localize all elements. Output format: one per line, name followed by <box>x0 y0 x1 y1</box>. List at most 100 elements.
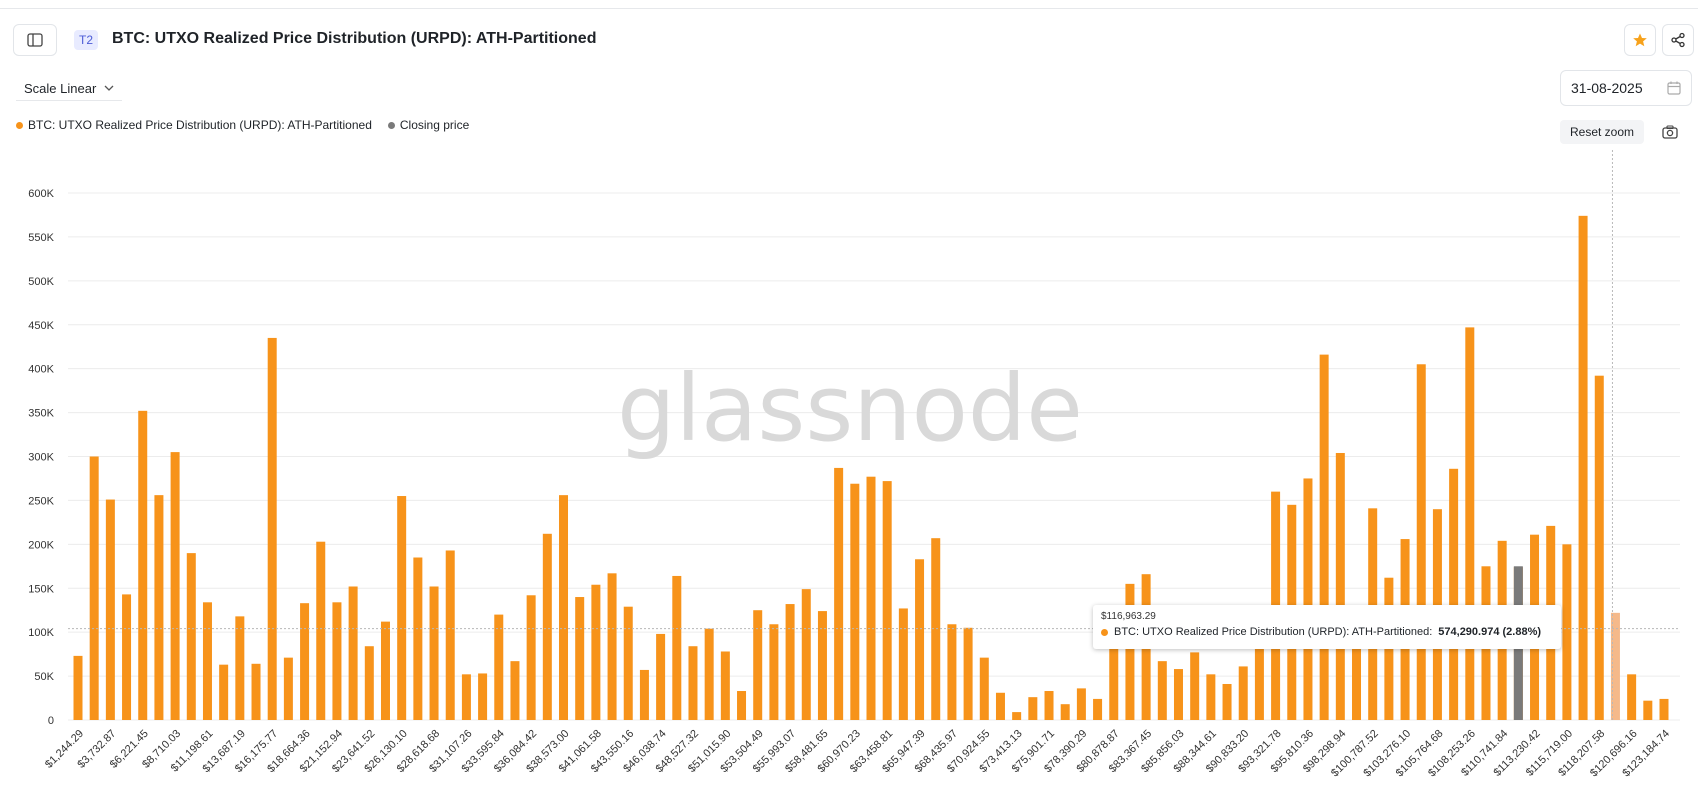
y-tick-label: 600K <box>28 188 54 200</box>
bar <box>510 661 520 720</box>
bar <box>1335 452 1345 720</box>
bar <box>478 673 488 720</box>
bar <box>704 628 714 720</box>
date-field[interactable]: 31-08-2025 <box>1560 70 1692 106</box>
favorite-button[interactable] <box>1624 24 1656 56</box>
bar <box>559 495 569 720</box>
camera-icon <box>1662 125 1678 139</box>
bar <box>1109 642 1119 720</box>
bar <box>656 633 666 720</box>
bar <box>170 452 180 720</box>
bar <box>122 594 132 720</box>
bar <box>154 495 164 720</box>
bar <box>866 476 876 720</box>
bar <box>850 483 860 720</box>
bar <box>915 559 925 720</box>
tooltip-value: 574,290.974 (2.88%) <box>1438 626 1542 638</box>
bar <box>445 550 455 720</box>
bar <box>672 575 682 720</box>
bar <box>1352 632 1362 720</box>
bar <box>834 467 844 720</box>
bar <box>429 586 439 720</box>
bar <box>963 627 973 720</box>
y-axis: 0 50K 100K 150K 200K 250K 300K 350K 400K 450K 500K… <box>28 188 54 727</box>
bar <box>1627 674 1637 720</box>
bar <box>785 604 795 720</box>
y-tick-label: 50K <box>34 671 54 683</box>
bar <box>639 669 649 720</box>
bar <box>542 533 552 720</box>
chevron-down-icon <box>104 85 114 91</box>
bar <box>219 664 229 720</box>
bar <box>947 624 957 720</box>
bar <box>575 597 585 720</box>
bar <box>413 557 423 720</box>
legend-item-closing-price[interactable]: Closing price <box>387 118 470 132</box>
bar <box>737 691 747 720</box>
bar <box>591 584 601 720</box>
star-icon <box>1633 33 1647 47</box>
bar <box>1659 698 1669 720</box>
legend-label-closing-price: Closing price <box>399 118 470 132</box>
chart-tooltip: $116,963.29 BTC: UTXO Realized Price Dis… <box>1093 605 1561 649</box>
bar <box>1562 544 1572 720</box>
bar <box>348 586 358 720</box>
bar <box>202 602 212 720</box>
bar <box>979 657 989 720</box>
bar <box>931 538 941 720</box>
y-tick-label: 250K <box>28 495 54 507</box>
bar <box>882 481 892 720</box>
bar <box>283 657 293 720</box>
legend-label-urpd: BTC: UTXO Realized Price Distribution (U… <box>28 118 372 132</box>
scale-label: Scale Linear <box>24 80 97 96</box>
bar <box>1594 375 1604 720</box>
share-button[interactable] <box>1662 24 1694 56</box>
bar <box>251 663 261 720</box>
scale-select[interactable]: Scale Linear <box>16 76 123 101</box>
y-tick-label: 200K <box>28 539 54 551</box>
watermark: glassnode <box>617 355 1083 462</box>
tier-badge: T2 <box>74 30 98 50</box>
tooltip-date: $116,963.29 <box>1101 611 1156 622</box>
bar <box>1044 691 1054 720</box>
tooltip-row: BTC: UTXO Realized Price Distribution (U… <box>1101 626 1553 638</box>
y-tick-label: 550K <box>28 232 54 244</box>
bar <box>817 611 827 720</box>
tooltip-series: BTC: UTXO Realized Price Distribution (U… <box>1114 626 1433 638</box>
bar <box>105 499 115 720</box>
bar <box>1238 666 1248 720</box>
bar <box>316 541 326 720</box>
bar <box>397 496 407 720</box>
bar <box>898 608 908 720</box>
y-tick-label: 450K <box>28 320 54 332</box>
chart-header: T2 BTC: UTXO Realized Price Distribution… <box>0 22 1698 58</box>
sidebar-toggle-button[interactable] <box>13 24 57 56</box>
bar <box>1206 674 1216 720</box>
bar <box>1060 704 1070 720</box>
bar <box>380 621 390 720</box>
bar <box>688 646 698 720</box>
bar <box>332 602 342 720</box>
bar <box>753 610 763 720</box>
share-icon <box>1671 32 1685 48</box>
crosshair-overlay <box>68 150 1680 720</box>
reset-zoom-button[interactable]: Reset zoom <box>1560 120 1644 144</box>
y-tick-label: 0 <box>48 715 54 727</box>
bar <box>1303 478 1313 720</box>
bar <box>1416 364 1426 720</box>
bar <box>769 624 779 720</box>
page-title: BTC: UTXO Realized Price Distribution (U… <box>112 30 597 47</box>
tooltip-dot <box>1101 628 1108 636</box>
bar <box>73 655 83 720</box>
bar <box>995 692 1005 720</box>
y-tick-label: 400K <box>28 364 54 376</box>
bar <box>1449 468 1459 720</box>
bar <box>364 646 374 720</box>
legend-dot-urpd <box>16 121 23 129</box>
bar <box>1076 688 1086 720</box>
bar <box>1012 712 1022 720</box>
bar <box>1093 698 1103 720</box>
legend-item-urpd[interactable]: BTC: UTXO Realized Price Distribution (U… <box>16 118 372 132</box>
bar <box>1578 215 1588 720</box>
screenshot-button[interactable] <box>1660 122 1680 142</box>
